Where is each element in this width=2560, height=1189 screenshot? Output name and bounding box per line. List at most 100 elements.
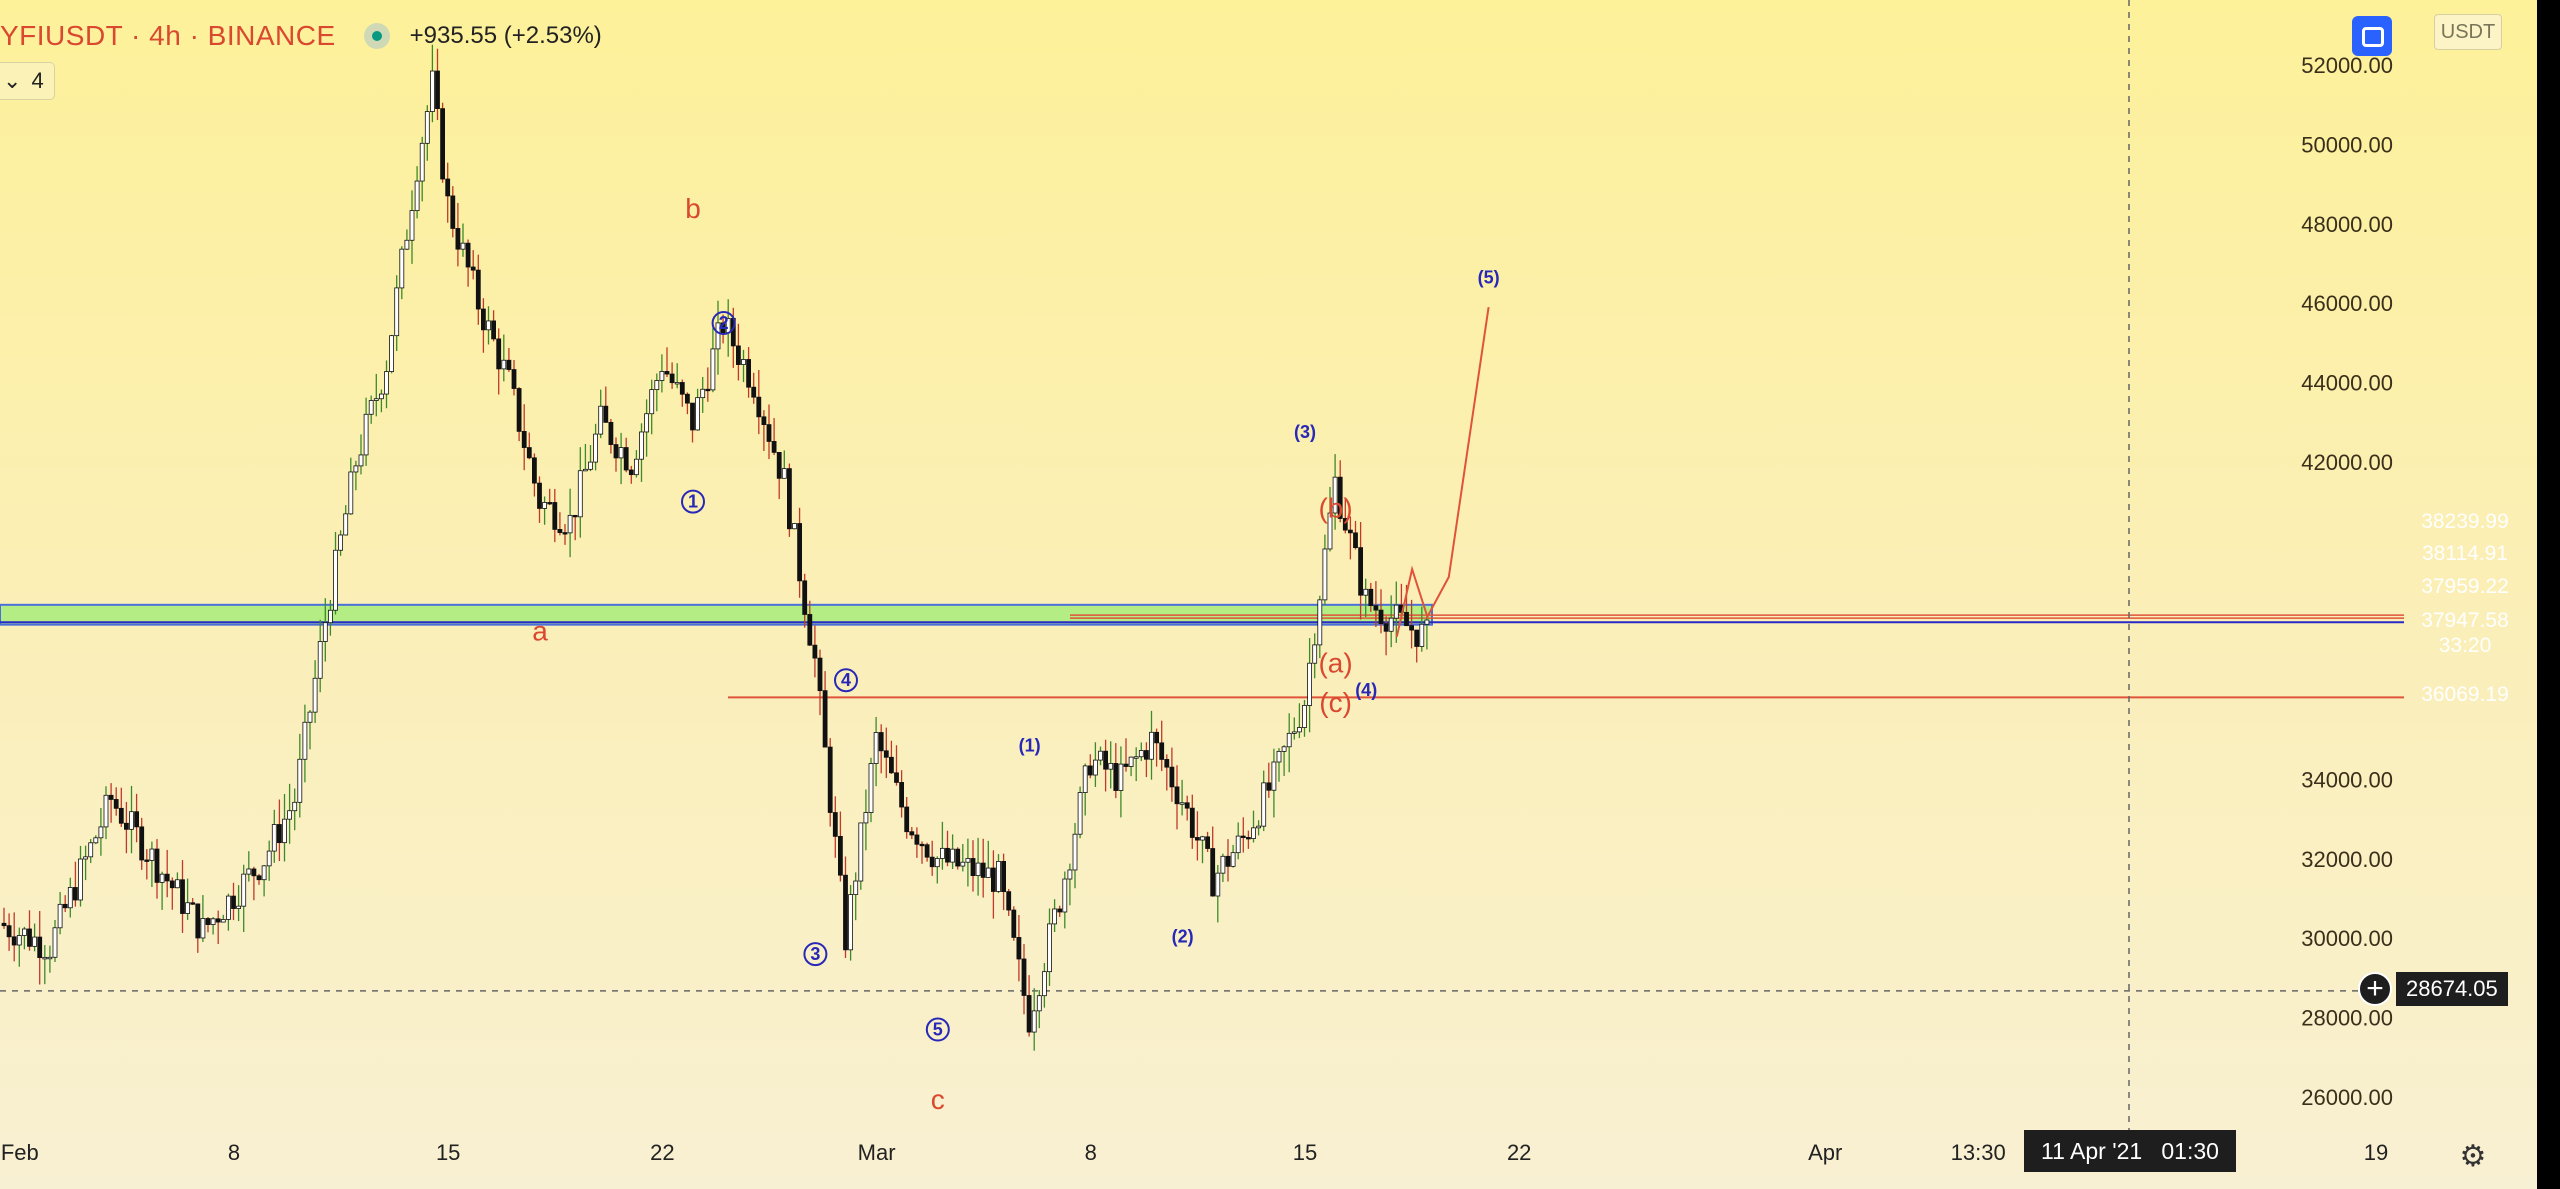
x-tick-label: Mar (857, 1140, 896, 1165)
candle-body (940, 847, 945, 859)
candle-body (11, 936, 17, 946)
candle-body (363, 413, 369, 456)
candle-body (756, 396, 762, 418)
candle-body (1098, 750, 1103, 761)
wave-label-7[interactable]: 5 (925, 1017, 950, 1042)
candle-body (669, 373, 675, 384)
wave-label-text: 5 (933, 1020, 943, 1040)
candle-body (210, 918, 216, 925)
candle-body (21, 928, 27, 936)
candle-body (1138, 750, 1144, 758)
candle-body (853, 880, 859, 895)
candle-body (149, 848, 155, 861)
candle-body (424, 111, 430, 144)
wave-label-0[interactable]: a (532, 616, 548, 647)
candle-body (1419, 623, 1425, 647)
candle-body (904, 806, 910, 833)
gear-icon[interactable]: ⚙ (2459, 1140, 2487, 1173)
candle-body (1179, 802, 1185, 805)
candle-body (1414, 629, 1420, 647)
candle-body (1072, 833, 1078, 871)
wave-label-5[interactable]: 3 (803, 942, 828, 967)
candle-body (1353, 532, 1358, 549)
indicators-toggle[interactable]: ⌄ 4 (0, 62, 55, 100)
candle-body (195, 903, 201, 939)
wave-label-text: 2 (719, 313, 729, 333)
candle-body (1108, 763, 1114, 770)
wave-label-12[interactable]: (5) (1478, 267, 1500, 287)
y-tick-label: 34000.00 (2301, 767, 2393, 792)
currency-button[interactable]: USDT (2434, 14, 2502, 50)
wave-label-1[interactable]: b (685, 193, 701, 224)
candle-body (32, 936, 37, 947)
candle-body (644, 413, 649, 433)
candle-body (1256, 825, 1261, 829)
candle-body (1348, 529, 1353, 534)
candle-body (1047, 923, 1052, 973)
candle-body (1113, 763, 1119, 791)
candle-body (1144, 750, 1149, 760)
candle-body (215, 918, 221, 923)
candle-body (781, 468, 787, 479)
candle-body (93, 837, 99, 844)
candle-body (659, 371, 665, 381)
candle-body (1261, 782, 1267, 827)
candle-body (761, 416, 767, 426)
candle-body (583, 468, 588, 472)
candle-body (1001, 861, 1006, 893)
candle-body (685, 393, 690, 404)
y-tick-label: 30000.00 (2301, 926, 2393, 951)
candle-body (1189, 807, 1195, 838)
candle-body (266, 850, 272, 867)
auto-scale-icon (2362, 27, 2384, 47)
candle-body (1409, 625, 1414, 631)
wave-label-3[interactable]: 1 (681, 489, 705, 514)
candle-body (618, 447, 624, 459)
last-price-tag: 37947.58 33:20 (2404, 605, 2526, 663)
wave-label-2[interactable]: c (931, 1084, 945, 1115)
wave-label-13[interactable]: (a) (1318, 647, 1352, 678)
candle-body (47, 956, 53, 960)
candle-body (883, 750, 889, 758)
candle-body (73, 887, 78, 901)
candle-body (154, 848, 160, 883)
candle-body (1271, 761, 1277, 791)
y-tick-label: 44000.00 (2301, 371, 2393, 396)
wave-label-text: (c) (1319, 687, 1352, 718)
candle-body (1159, 742, 1165, 760)
y-tick-label: 52000.00 (2301, 53, 2393, 78)
wave-label-8[interactable]: (1) (1019, 736, 1041, 756)
wave-label-4[interactable]: 2 (711, 311, 736, 335)
candle-body (353, 465, 359, 473)
candle-body (873, 732, 879, 764)
candle-body (634, 458, 639, 476)
plus-icon[interactable]: + (2358, 972, 2392, 1006)
candle-body (236, 905, 242, 909)
wave-label-9[interactable]: (2) (1172, 926, 1194, 946)
candle-body (1383, 623, 1389, 632)
price-change: +935.55 (+2.53%) (409, 22, 602, 49)
candle-body (1235, 835, 1241, 854)
candle-body (292, 801, 298, 812)
candle-body (1388, 617, 1394, 632)
candle-body (776, 451, 782, 479)
price-tag-5: 36069.19 (2421, 683, 2509, 706)
candle-body (1322, 548, 1328, 601)
wave-label-6[interactable]: 4 (834, 668, 858, 693)
wave-label-15[interactable]: (c) (1319, 687, 1352, 718)
candle-body (1052, 908, 1057, 925)
candle-body (588, 461, 593, 470)
symbol-title[interactable]: YFIUSDT · 4h · BINANCE (0, 20, 336, 51)
candle-body (1133, 756, 1139, 759)
wave-label-14[interactable]: (b) (1318, 493, 1352, 524)
wave-label-11[interactable]: (4) (1355, 680, 1377, 700)
candle-body (1230, 852, 1236, 867)
x-tick-label: 8 (1084, 1140, 1097, 1165)
candle-body (1062, 878, 1068, 913)
chevron-down-icon: ⌄ (3, 68, 22, 93)
price-tag-2: 38114.91 (2421, 542, 2509, 565)
auto-scale-button[interactable] (2352, 16, 2392, 56)
candle-body (991, 867, 996, 892)
wave-label-10[interactable]: (3) (1294, 422, 1316, 442)
